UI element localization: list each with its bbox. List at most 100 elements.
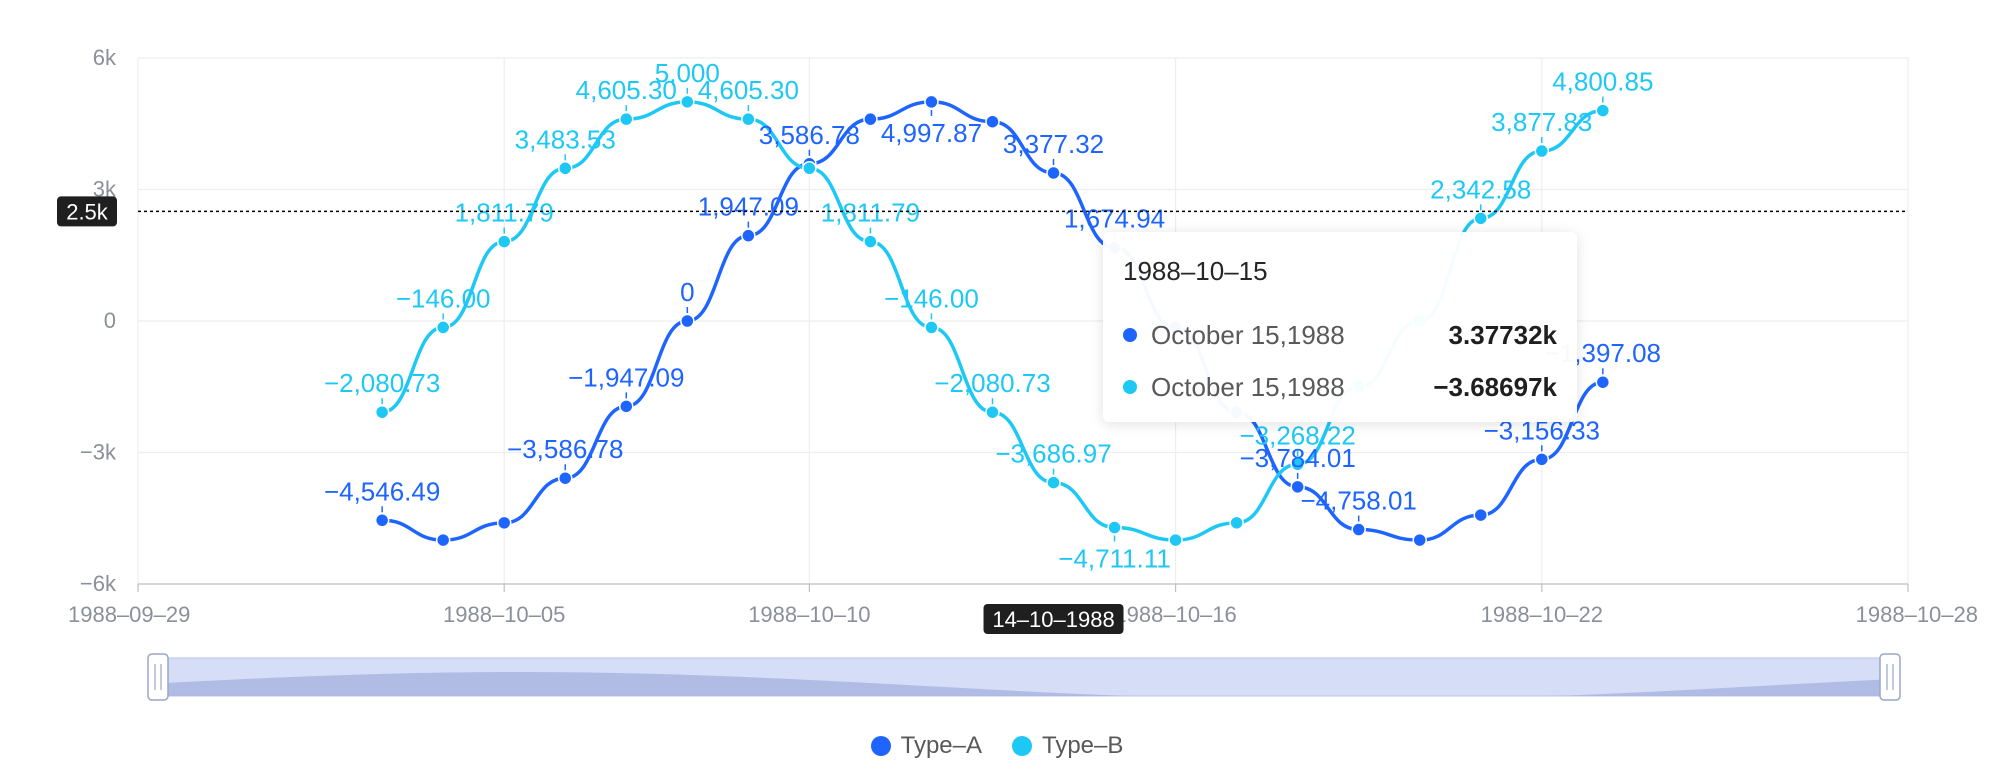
data-point bbox=[863, 234, 878, 249]
x-tick-label: 1988–10–16 bbox=[1114, 602, 1236, 627]
data-point bbox=[1473, 211, 1489, 226]
data-point bbox=[1595, 374, 1611, 390]
crosshair-y-label: 2.5k bbox=[66, 199, 109, 224]
data-label: −146.00 bbox=[884, 283, 979, 313]
data-point bbox=[680, 313, 695, 329]
data-point bbox=[557, 161, 573, 176]
tooltip-row-type-b: October 15,1988 −3.68697k bbox=[1123, 361, 1557, 413]
legend-item-type-b[interactable]: Type–B bbox=[1012, 732, 1123, 760]
x-tick-label: 1988–10–28 bbox=[1856, 602, 1978, 627]
data-point bbox=[619, 399, 634, 414]
data-point bbox=[1168, 532, 1183, 548]
data-label: 1,674.94 bbox=[1064, 204, 1165, 234]
legend-dot-icon bbox=[1012, 736, 1032, 756]
data-point bbox=[1290, 479, 1305, 495]
range-slider[interactable] bbox=[147, 653, 1901, 701]
data-point bbox=[435, 320, 451, 335]
data-point bbox=[863, 111, 878, 127]
data-label: −3,586.78 bbox=[507, 434, 623, 464]
data-label: −4,758.01 bbox=[1300, 486, 1416, 516]
data-point bbox=[496, 515, 512, 531]
data-label: 3,877.83 bbox=[1491, 107, 1592, 137]
data-point bbox=[1229, 515, 1244, 531]
data-label: −3,268.22 bbox=[1239, 420, 1355, 450]
data-point bbox=[1473, 507, 1489, 523]
data-point bbox=[985, 114, 1000, 129]
data-label: 1,811.79 bbox=[821, 198, 920, 228]
data-point bbox=[1351, 522, 1366, 537]
x-tick-label: 1988–10–10 bbox=[748, 602, 870, 627]
y-tick-label: 0 bbox=[104, 308, 116, 333]
data-point bbox=[374, 513, 390, 528]
data-label: −2,080.73 bbox=[324, 368, 440, 398]
data-point bbox=[924, 320, 939, 335]
slider-handle-end[interactable] bbox=[1879, 653, 1901, 701]
x-tick-label: 1988–10–05 bbox=[443, 602, 565, 627]
x-tick-label: 1988–10–22 bbox=[1481, 602, 1603, 627]
data-label: 4,800.85 bbox=[1552, 67, 1653, 97]
legend-dot-icon bbox=[870, 736, 891, 756]
data-point bbox=[741, 228, 756, 243]
slider-preview-area bbox=[158, 672, 1890, 696]
data-label: 4,605.30 bbox=[698, 75, 799, 105]
data-point bbox=[985, 404, 1000, 420]
legend-label: Type–B bbox=[1042, 732, 1124, 759]
series-line-type-a bbox=[382, 100, 1604, 542]
data-label: 3,377.32 bbox=[1003, 129, 1104, 159]
data-label: 3,586.78 bbox=[759, 120, 860, 150]
data-point bbox=[435, 532, 451, 548]
data-label: 3,483.53 bbox=[515, 124, 616, 154]
tooltip-row-type-a: October 15,1988 3.37732k bbox=[1123, 309, 1557, 361]
tooltip-dot-icon bbox=[1123, 380, 1137, 394]
y-tick-label: −3k bbox=[80, 440, 117, 465]
data-point bbox=[619, 111, 634, 127]
grip-icon bbox=[1879, 653, 1901, 701]
data-point bbox=[1595, 103, 1611, 118]
tooltip-dot-icon bbox=[1123, 328, 1137, 342]
crosshair-x-label: 14–10–1988 bbox=[992, 607, 1114, 632]
data-point bbox=[1534, 452, 1550, 467]
data-label: −3,686.97 bbox=[995, 439, 1111, 469]
legend-item-type-a[interactable]: Type–A bbox=[870, 732, 982, 760]
data-point bbox=[741, 111, 756, 127]
data-point bbox=[496, 234, 512, 249]
tooltip-row-value: 3.37732k bbox=[1448, 319, 1557, 350]
data-label: −4,546.49 bbox=[324, 476, 440, 506]
data-label: 5,000 bbox=[655, 58, 720, 88]
y-tick-label: −6k bbox=[80, 571, 117, 596]
legend-label: Type–A bbox=[900, 732, 982, 759]
data-point bbox=[802, 161, 817, 176]
data-label: −4,711.11 bbox=[1058, 544, 1171, 574]
data-point bbox=[1412, 532, 1427, 548]
data-point bbox=[374, 404, 390, 420]
data-label: 1,947.09 bbox=[698, 192, 799, 222]
grip-icon bbox=[147, 653, 169, 701]
data-point bbox=[1046, 475, 1061, 490]
y-tick-label: 6k bbox=[93, 45, 117, 70]
slider-handle-start[interactable] bbox=[147, 653, 169, 701]
crosshair-x-badge bbox=[983, 604, 1124, 634]
x-tick-label: 1988–09–29 bbox=[68, 602, 190, 627]
data-point bbox=[1046, 165, 1061, 181]
data-point bbox=[680, 94, 695, 110]
data-label: 4,997.87 bbox=[881, 118, 982, 148]
crosshair: 2.5k 14–10–1988 bbox=[57, 196, 1908, 634]
data-point bbox=[557, 470, 573, 486]
tooltip-row-name: October 15,1988 bbox=[1151, 319, 1345, 350]
data-point bbox=[1534, 143, 1550, 159]
data-label: −1,947.09 bbox=[568, 362, 684, 392]
data-point bbox=[1107, 520, 1122, 535]
tooltip: 1988–10–15 October 15,1988 3.37732k Octo… bbox=[1103, 232, 1577, 422]
data-label: −2,080.73 bbox=[934, 368, 1050, 398]
data-label: 0 bbox=[680, 277, 694, 307]
legend: Type–A Type–B bbox=[0, 732, 1994, 760]
tooltip-title: 1988–10–15 bbox=[1123, 256, 1268, 286]
data-label: −146.00 bbox=[396, 283, 491, 313]
data-point bbox=[1290, 457, 1305, 472]
data-label: −3,784.01 bbox=[1239, 443, 1355, 473]
tooltip-row-value: −3.68697k bbox=[1433, 371, 1557, 402]
crosshair-y-badge bbox=[57, 196, 117, 227]
tooltip-row-name: October 15,1988 bbox=[1151, 371, 1345, 402]
data-label: 2,342.58 bbox=[1430, 174, 1531, 204]
